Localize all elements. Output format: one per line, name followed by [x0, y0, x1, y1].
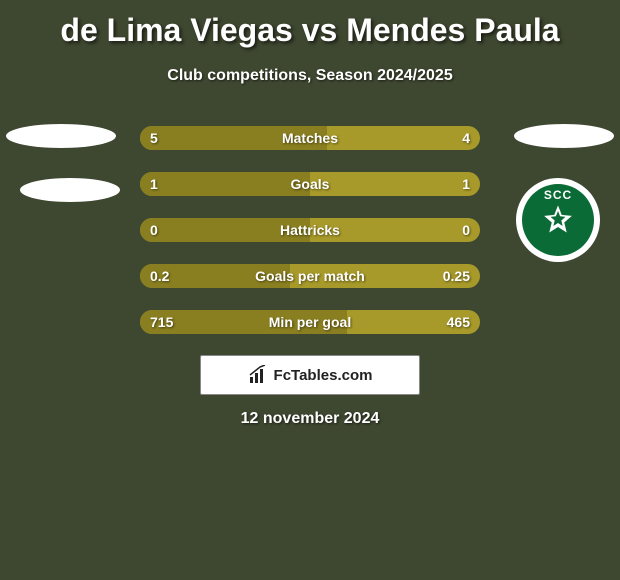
page-subtitle: Club competitions, Season 2024/2025 — [0, 67, 620, 85]
stat-value-right: 0.25 — [443, 264, 470, 288]
player-right-shape — [514, 124, 614, 148]
stat-label: Matches — [140, 126, 480, 150]
club-badge: SCC — [516, 178, 600, 262]
stat-bar-row: 715Min per goal465 — [140, 310, 480, 334]
stat-bar-row: 5Matches4 — [140, 126, 480, 150]
star-icon — [540, 202, 576, 238]
stat-value-right: 4 — [462, 126, 470, 150]
player-left-shape-1 — [6, 124, 116, 148]
stat-bars: 5Matches4 1Goals1 0Hattricks0 0.2Goals per … — [140, 126, 480, 356]
stat-value-right: 465 — [447, 310, 470, 334]
stat-value-right: 0 — [462, 218, 470, 242]
footer-date: 12 november 2024 — [0, 410, 620, 428]
stat-label: Hattricks — [140, 218, 480, 242]
page-title: de Lima Viegas vs Mendes Paula — [0, 0, 620, 49]
stat-bar-row: 1Goals1 — [140, 172, 480, 196]
stat-value-right: 1 — [462, 172, 470, 196]
footer-brand-text: FcTables.com — [274, 367, 373, 384]
chart-icon — [248, 365, 268, 385]
stat-label: Goals per match — [140, 264, 480, 288]
club-badge-text: SCC — [544, 188, 572, 202]
stat-label: Goals — [140, 172, 480, 196]
player-left-shape-2 — [20, 178, 120, 202]
stat-bar-row: 0Hattricks0 — [140, 218, 480, 242]
stat-bar-row: 0.2Goals per match0.25 — [140, 264, 480, 288]
stat-label: Min per goal — [140, 310, 480, 334]
footer-brand-box: FcTables.com — [200, 355, 420, 395]
club-badge-inner: SCC — [522, 184, 594, 256]
